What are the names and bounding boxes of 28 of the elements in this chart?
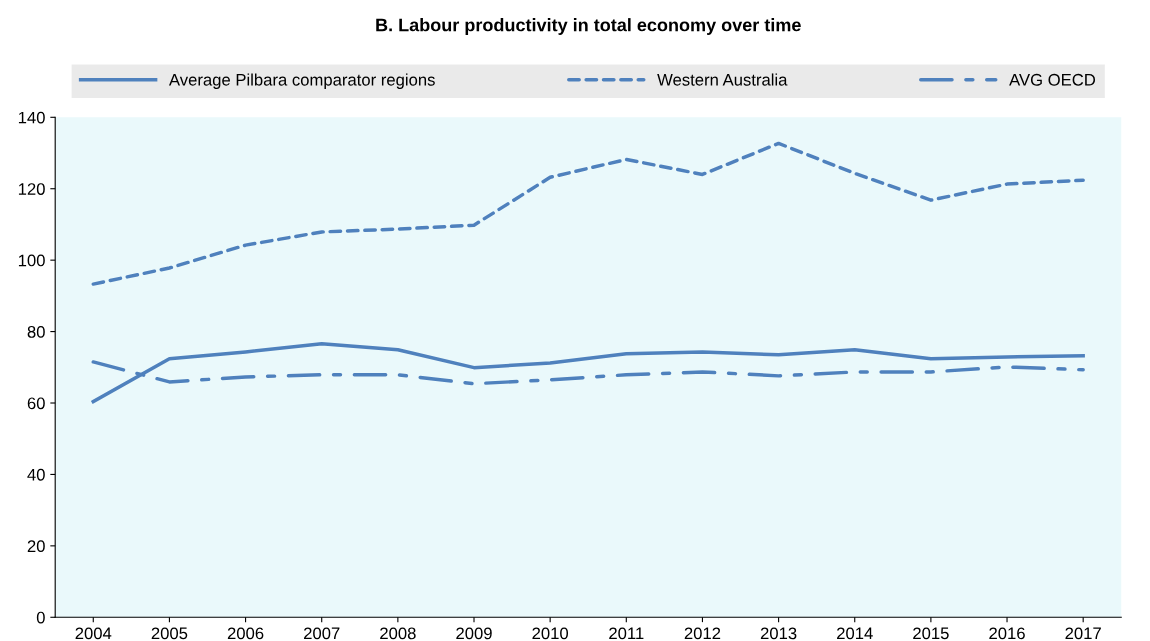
x-tick-label: 2007 <box>304 627 340 640</box>
x-tick-label: 2005 <box>151 627 188 640</box>
x-tick-label: 2009 <box>456 627 492 640</box>
x-tick-label: 2013 <box>760 627 797 640</box>
line-series <box>91 141 1085 286</box>
x-tick-label: 2008 <box>380 627 416 640</box>
x-tick-label: 2012 <box>684 627 721 640</box>
y-tick-label: 60 <box>27 397 45 410</box>
y-tick-label: 100 <box>18 254 45 267</box>
x-tick-label: 2015 <box>913 627 949 640</box>
y-tick-label: 80 <box>27 325 45 338</box>
y-tick-label: 20 <box>27 540 45 553</box>
y-tick-label: 140 <box>18 111 45 124</box>
x-tick-label: 2011 <box>609 627 644 640</box>
x-tick-label: 2017 <box>1065 627 1101 640</box>
x-tick-label: 2006 <box>227 627 264 640</box>
legend-label: Western Australia <box>657 73 788 86</box>
y-tick-label: 0 <box>36 611 45 624</box>
x-tick-label: 2004 <box>75 627 112 640</box>
chart-title: B. Labour productivity in total economy over time <box>376 18 801 35</box>
y-tick-label: 120 <box>18 183 45 195</box>
x-tick-label: 2016 <box>989 627 1025 640</box>
x-tick-label: 2010 <box>532 627 569 640</box>
legend-label: AVG OECD <box>1009 73 1096 86</box>
y-tick-label: 40 <box>27 468 45 481</box>
line-series <box>91 341 1085 404</box>
legend-label: Average Pilbara comparator regions <box>168 73 435 89</box>
x-tick-label: 2014 <box>837 627 873 640</box>
